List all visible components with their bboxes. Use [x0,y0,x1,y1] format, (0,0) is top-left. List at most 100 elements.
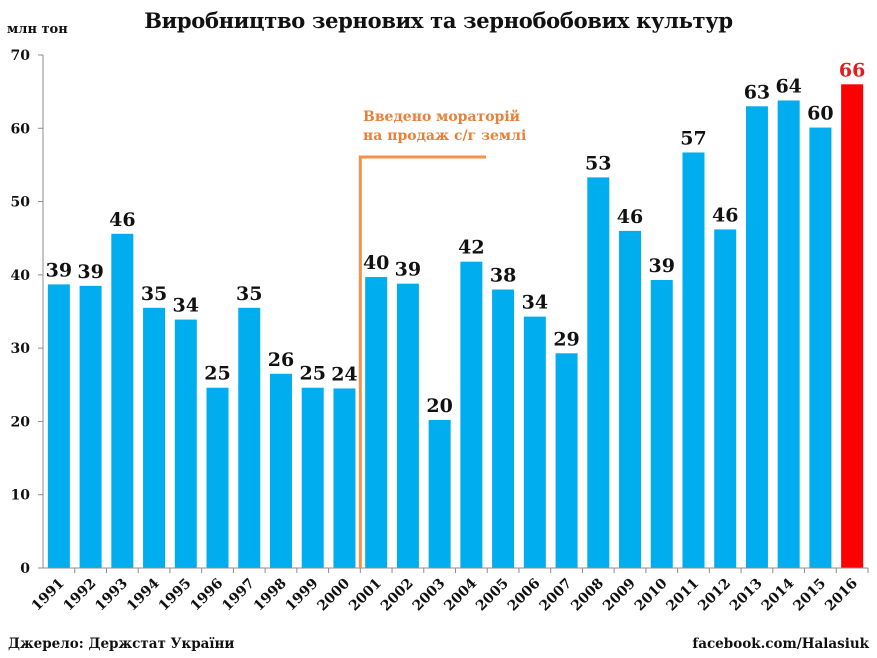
bar-value-label: 46 [617,206,643,228]
bar [745,106,768,569]
y-axis-unit-label: млн тон [7,22,68,37]
bar-value-label: 24 [331,363,357,385]
bar [365,277,388,568]
bar [206,387,229,568]
bar [333,388,356,568]
x-tick-label: 2013 [727,576,766,615]
moratorium-annotation: Введено мораторій на продаж с/г землі [363,108,526,146]
x-tick-label: 2004 [441,575,480,614]
y-tick-label: 50 [11,195,31,211]
x-tick-label: 2002 [378,576,417,615]
bar-value-label: 25 [204,363,230,385]
moratorium-marker-line [358,155,486,568]
bar [460,261,483,568]
y-tick-label: 40 [11,268,31,284]
chart-title: Виробництво зернових та зернобобових кул… [144,8,733,33]
y-tick-label: 10 [11,488,31,504]
bar [143,307,166,568]
bar [523,316,546,568]
x-tick-label: 2016 [822,576,861,615]
x-tick-label: 1999 [283,576,322,615]
bar-value-label: 53 [585,152,611,174]
bar-value-label: 26 [268,349,294,371]
bar [650,279,673,568]
y-tick-label: 70 [11,48,31,64]
y-tick-label: 60 [11,121,31,137]
bar [238,307,261,568]
bar [79,285,102,568]
bar [714,229,737,569]
bar [174,319,197,568]
bar-value-label: 39 [46,259,72,281]
x-tick-label: 1995 [156,576,195,615]
bar-value-label: 63 [744,81,770,103]
bar [47,284,70,568]
bar-value-label: 66 [839,59,865,81]
x-tick-label: 1996 [187,576,226,615]
bar-value-label: 25 [299,363,325,385]
y-axis: 0 10 20 30 40 50 60 70 [11,48,44,577]
x-tick-label: 2000 [314,575,353,614]
bar-value-label: 20 [426,395,452,417]
x-tick-label: 1997 [219,576,258,615]
bar [428,419,451,568]
x-tick-label: 2007 [537,576,576,615]
bar [269,373,292,568]
x-tick-label: 2009 [600,576,639,615]
bar [396,283,419,568]
x-tick-label: 2012 [695,576,734,615]
x-tick-label: 2010 [632,575,671,614]
y-tick-label: 30 [11,341,31,357]
bar-value-label: 39 [77,261,103,283]
x-tick-label: 2008 [568,576,607,615]
bar-value-label: 34 [522,292,548,314]
x-tick-label: 2006 [505,576,544,615]
bar [619,230,642,568]
bars-group [47,84,864,569]
bar-value-label: 35 [236,283,262,305]
bar [555,353,578,568]
x-tick-label: 2014 [759,575,798,614]
annotation-line-2: на продаж с/г землі [363,128,527,144]
bar [587,177,610,568]
bar-value-label: 46 [109,209,135,231]
bar [809,127,832,568]
bar-value-label: 60 [807,103,833,125]
x-tick-label: 2003 [410,576,449,615]
bar-value-label: 34 [173,295,199,317]
x-tick-label: 1994 [124,575,163,614]
x-tick-label: 1991 [29,576,68,615]
x-tick-label: 2001 [346,576,385,615]
bar [111,233,134,568]
annotation-bracket-group [358,155,486,568]
bar-value-label: 39 [395,259,421,281]
x-tick-label: 1993 [92,576,131,615]
y-tick-label: 20 [11,414,31,430]
x-tick-label: 1998 [251,576,290,615]
bar-value-label: 40 [363,252,389,274]
x-tick-label: 2015 [790,576,829,615]
bar [777,100,800,569]
y-tick-label: 0 [20,561,30,577]
credit-link[interactable]: facebook.com/Halasiuk [692,636,869,652]
x-tick-label: 1992 [61,576,100,615]
bar-value-label: 39 [649,255,675,277]
bar-highlight [841,84,864,569]
bar-value-label: 38 [490,265,516,287]
bar-value-label: 42 [458,237,484,259]
bar-value-label: 57 [680,127,706,149]
annotation-line-1: Введено мораторій [363,109,521,125]
source-note: Джерело: Держстат України [8,636,235,652]
x-tick-label: 2005 [473,576,512,615]
x-axis: 1991199219931994199519961997199819992000… [29,567,869,615]
bar [492,289,515,568]
bar [682,152,705,568]
bar-value-label: 46 [712,204,738,226]
bar-value-label: 29 [553,328,579,350]
bar [301,387,324,568]
x-tick-label: 2011 [663,576,702,615]
bar-value-label: 35 [141,283,167,305]
bar-value-label: 64 [775,75,801,97]
